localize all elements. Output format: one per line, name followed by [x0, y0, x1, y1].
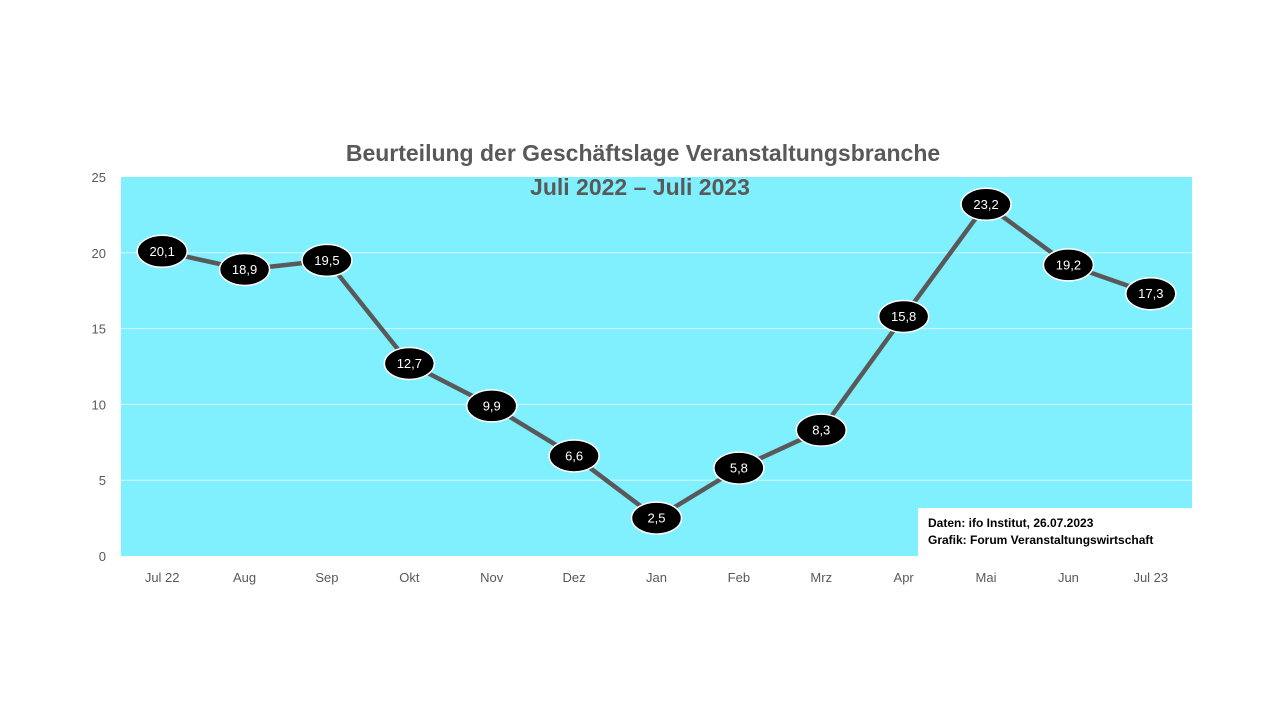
x-tick-label: Mrz — [810, 570, 832, 585]
x-tick-label: Sep — [315, 570, 338, 585]
data-marker — [713, 451, 765, 485]
data-marker — [630, 501, 683, 535]
chart-subtitle: Juli 2022 – Juli 2023 — [530, 174, 750, 200]
data-label: 5,8 — [730, 461, 748, 476]
data-label: 9,9 — [483, 398, 501, 413]
data-markers: 20,1 18,9 19,5 12,7 9,9 6,6 2,5 5,8 8,3 15,8 23,2 1… — [136, 187, 1177, 535]
data-label: 19,5 — [314, 253, 339, 268]
data-label: 17,3 — [1138, 286, 1163, 301]
x-tick-label: Jun — [1058, 570, 1079, 585]
y-axis: 0 5 10 15 20 25 — [92, 170, 106, 564]
data-label: 20,1 — [150, 244, 175, 259]
data-marker — [218, 252, 271, 287]
data-marker — [136, 234, 188, 269]
data-label: 12,7 — [397, 356, 422, 371]
y-tick-label: 10 — [92, 397, 106, 412]
data-label: 15,8 — [891, 309, 916, 324]
data-point: 12,7 — [383, 346, 436, 381]
y-tick-label: 20 — [92, 246, 106, 261]
data-point: 19,5 — [301, 243, 353, 278]
data-marker — [1125, 276, 1177, 311]
data-marker — [877, 299, 930, 334]
source-note: Daten: ifo Institut, 26.07.2023 Grafik: … — [918, 508, 1198, 556]
data-label: 8,3 — [812, 423, 830, 438]
data-point: 6,6 — [548, 439, 600, 473]
y-tick-label: 0 — [99, 549, 106, 564]
data-label: 2,5 — [647, 511, 665, 526]
source-graphic-line: Grafik: Forum Veranstaltungswirtschaft — [928, 533, 1154, 547]
chart-title: Beurteilung der Geschäftslage Veranstalt… — [346, 140, 940, 166]
data-point: 8,3 — [795, 413, 848, 447]
data-marker — [960, 187, 1012, 222]
gridlines — [121, 252, 1192, 481]
data-point: 2,5 — [630, 501, 683, 535]
x-tick-label: Jul 22 — [145, 570, 180, 585]
data-marker — [301, 243, 353, 278]
x-tick-label: Aug — [233, 570, 256, 585]
y-tick-label: 5 — [99, 473, 106, 488]
source-data-line: Daten: ifo Institut, 26.07.2023 — [928, 516, 1094, 530]
x-tick-label: Jan — [646, 570, 667, 585]
x-axis: Jul 22 Aug Sep Okt Nov Dez Jan Feb Mrz Apr Mai Jun J… — [145, 570, 1168, 585]
y-tick-label: 25 — [92, 170, 106, 185]
y-tick-label: 15 — [92, 322, 106, 337]
data-marker — [1042, 248, 1095, 282]
x-tick-label: Feb — [728, 570, 750, 585]
data-label: 18,9 — [232, 262, 257, 277]
data-point: 9,9 — [465, 389, 518, 423]
plot-area — [121, 177, 1192, 556]
data-label: 6,6 — [565, 448, 583, 463]
data-point: 19,2 — [1042, 248, 1095, 282]
data-point: 20,1 — [136, 234, 188, 269]
data-point: 5,8 — [713, 451, 765, 485]
data-label: 19,2 — [1056, 257, 1081, 272]
data-point: 18,9 — [218, 252, 271, 287]
x-tick-label: Mai — [976, 570, 997, 585]
data-point: 23,2 — [960, 187, 1012, 222]
x-tick-label: Apr — [894, 570, 915, 585]
data-point: 15,8 — [877, 299, 930, 334]
data-marker — [465, 389, 518, 423]
x-tick-label: Jul 23 — [1133, 570, 1168, 585]
x-tick-label: Nov — [480, 570, 504, 585]
x-tick-label: Dez — [563, 570, 586, 585]
data-marker — [795, 413, 848, 447]
data-marker — [548, 439, 600, 473]
data-marker — [383, 346, 436, 381]
data-label: 23,2 — [973, 197, 998, 212]
x-tick-label: Okt — [399, 570, 420, 585]
data-point: 17,3 — [1125, 276, 1177, 311]
